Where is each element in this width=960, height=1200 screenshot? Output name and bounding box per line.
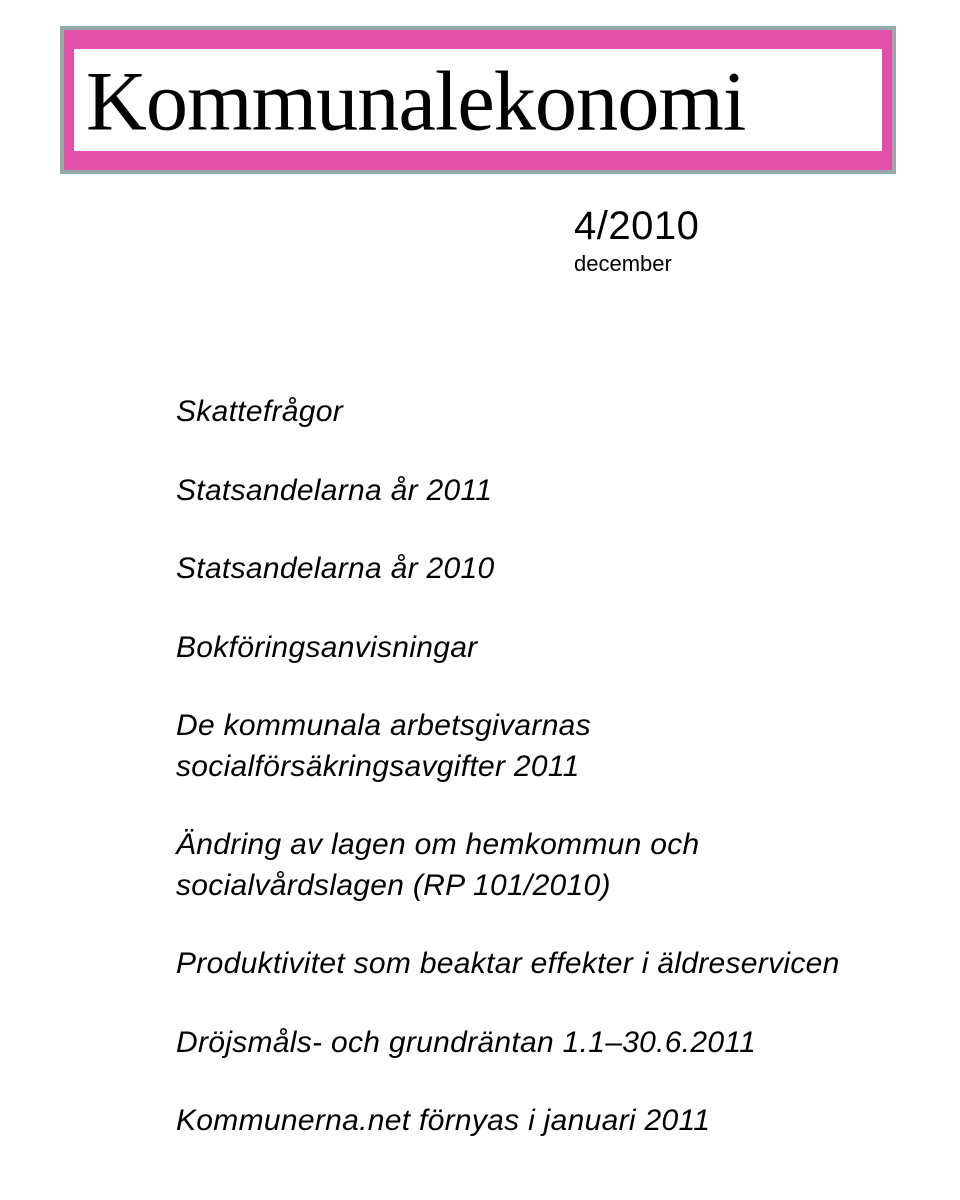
toc-item: Skattefrågor xyxy=(176,392,876,433)
table-of-contents: Skattefrågor Statsandelarna år 2011 Stat… xyxy=(176,392,876,1180)
issue-month: december xyxy=(574,251,699,277)
toc-item: Bokföringsanvisningar xyxy=(176,628,876,669)
toc-item: Statsandelarna år 2011 xyxy=(176,471,876,512)
banner-title-svg: Kommunalekonomi xyxy=(86,53,870,151)
document-page: Kommunalekonomi 4/2010 december Skattefr… xyxy=(0,0,960,1200)
toc-item: Kommunerna.net förnyas i januari 2011 xyxy=(176,1101,876,1142)
toc-item: Dröjsmåls- och grundräntan 1.1–30.6.2011 xyxy=(176,1023,876,1064)
issue-number: 4/2010 xyxy=(574,204,699,249)
toc-item: Statsandelarna år 2010 xyxy=(176,549,876,590)
banner-mid-stripe: Kommunalekonomi xyxy=(64,30,892,170)
toc-item: Ändring av lagen om hemkommun och social… xyxy=(176,825,876,906)
toc-item: Produktivitet som beaktar effekter i äld… xyxy=(176,944,876,985)
toc-item: De kommunala arbetsgivarnas socialförsäk… xyxy=(176,706,876,787)
banner-title-text: Kommunalekonomi xyxy=(86,55,745,148)
banner-outer-frame: Kommunalekonomi xyxy=(60,26,896,174)
banner-inner-box: Kommunalekonomi xyxy=(74,49,882,151)
issue-block: 4/2010 december xyxy=(574,204,699,277)
